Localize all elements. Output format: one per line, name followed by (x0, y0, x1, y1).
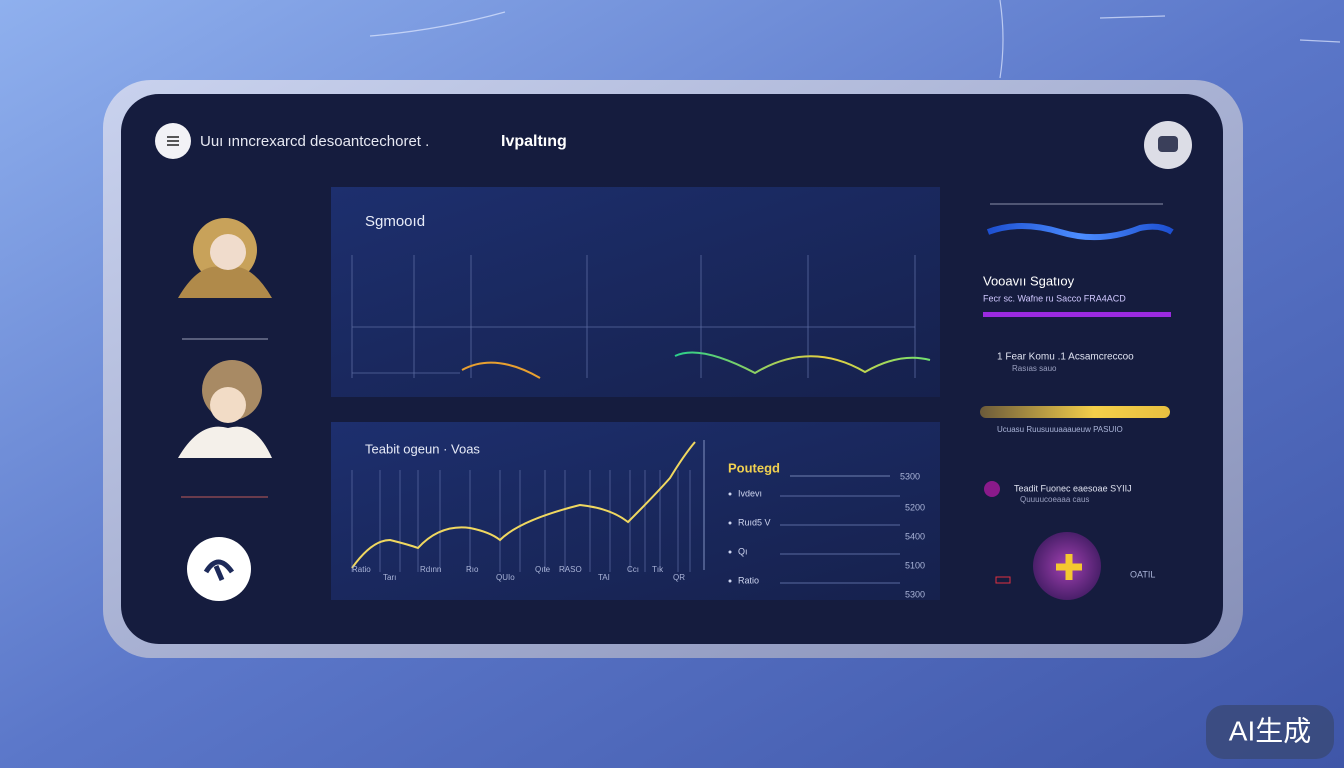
status-dot (984, 481, 1000, 497)
legend-dot (728, 550, 732, 554)
x-label: Qıte (535, 565, 551, 574)
legend-dot (728, 521, 732, 525)
indicator (995, 576, 1011, 584)
profile-icon (1158, 136, 1178, 152)
add-icon (1056, 554, 1082, 580)
watermark-badge (1206, 705, 1334, 759)
decor-lines (369, 0, 1341, 79)
list-item-sub: Rasıas sauo (1012, 364, 1057, 373)
grid (351, 255, 916, 378)
watermark: AI生成 (1229, 715, 1311, 746)
x-label: TAI (598, 573, 610, 582)
app-icon (203, 559, 235, 581)
grid (351, 470, 691, 572)
bar-caption: Ucuasu Ruusuuuaaaueuw PASUIO (997, 425, 1123, 434)
legend-value: 5100 (905, 560, 925, 570)
x-label: Ratio (352, 565, 371, 574)
nav-link[interactable]: Ivpaltıng (501, 133, 567, 150)
progress-bar (980, 406, 1170, 418)
legend-value: 5200 (905, 502, 925, 512)
avatar (210, 387, 246, 423)
legend-value: 5400 (905, 531, 925, 541)
sidebar-subtitle: Fecr sc. Wafne ru Sacco FRA4ACD (983, 293, 1126, 303)
x-label: Tarı (383, 573, 396, 582)
avatar (210, 234, 246, 270)
x-label: Rdınn (420, 565, 441, 574)
x-label: QUIo (496, 573, 515, 582)
progress-bar (983, 312, 1171, 317)
legend-value: 5300 (905, 589, 925, 599)
legend-value: 5300 (900, 471, 920, 481)
chart-line (461, 361, 541, 379)
legend-dot (728, 579, 732, 583)
legend-label: Qı (738, 546, 748, 556)
x-label: Rıo (466, 565, 479, 574)
panel-title: Teabit ogeun · Voas (365, 441, 480, 456)
legend-label: Ruıd5 V (738, 517, 771, 527)
panel-title: Sgmooıd (365, 213, 425, 230)
x-label: RASO (559, 565, 582, 574)
x-label: QR (673, 573, 685, 582)
avatar (178, 266, 272, 298)
menu-icon (167, 136, 179, 146)
chart-panel (331, 422, 940, 600)
note: Teadit Fuonec eaesoae SYIIJ (1014, 483, 1132, 493)
note-sub: Quuuucoeaaa caus (1020, 495, 1089, 504)
action-label: OATIL (1130, 569, 1155, 579)
legend-title: Poutegd (728, 460, 780, 475)
legend-label: Ivdevı (738, 488, 762, 498)
avatar (178, 426, 272, 458)
x-label: Ccı (627, 565, 639, 574)
sidebar-title: Vooavıı Sgatıoy (983, 273, 1075, 288)
list-item: 1 Fear Komu .1 Acsamcreccoo (997, 352, 1134, 363)
wave-graphic (986, 223, 1174, 241)
chart-panel (331, 187, 940, 397)
legend-label: Ratio (738, 575, 759, 585)
legend-dot (728, 492, 732, 496)
chart-line (351, 441, 696, 569)
chart-line (674, 351, 931, 375)
header-title: Uuı ınncrexarcd desoantcechoret . (200, 133, 429, 150)
x-label: Tık (652, 565, 664, 574)
